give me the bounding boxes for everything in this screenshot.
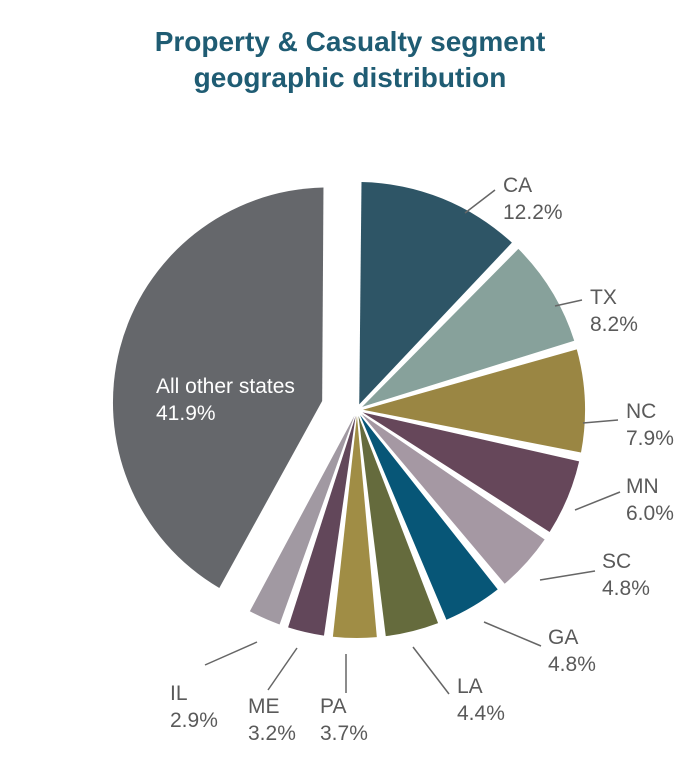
leader-line-nc — [582, 419, 619, 424]
chart-title-line-2: geographic distribution — [193, 62, 507, 93]
slice-value-tx: 8.2% — [590, 313, 638, 336]
slice-value-sc: 4.8% — [602, 577, 650, 600]
pie-slice-sc — [361, 414, 545, 584]
slice-value-il: 2.9% — [170, 709, 218, 732]
slice-value-all-other-states: 41.9% — [156, 402, 216, 425]
slice-label-pa: PA — [320, 695, 346, 718]
pie-slice-il — [249, 415, 355, 625]
slice-label-all-other-states: All other states — [156, 375, 295, 398]
pie-slice-pa — [332, 415, 377, 638]
chart-title: Property & Casualty segment geographic d… — [0, 24, 700, 96]
pie-slice-all-other-states — [112, 187, 324, 588]
pie-slice-me — [288, 415, 356, 636]
leader-line-sc — [539, 570, 596, 581]
slice-value-pa: 3.7% — [320, 722, 368, 745]
leader-line-tx — [554, 299, 583, 307]
chart-title-line-1: Property & Casualty segment — [154, 26, 546, 57]
leader-line-la — [412, 646, 450, 695]
leader-line-ca — [464, 189, 496, 214]
slice-value-nc: 7.9% — [626, 427, 674, 450]
slice-label-ga: GA — [548, 626, 578, 649]
slice-value-la: 4.4% — [457, 702, 505, 725]
pie-slice-mn — [362, 412, 580, 532]
slice-label-il: IL — [170, 682, 188, 705]
pie-slice-nc — [362, 349, 585, 453]
slice-label-me: ME — [248, 695, 280, 718]
pie-slice-la — [358, 415, 439, 637]
leader-line-ga — [483, 621, 542, 647]
slice-value-ca: 12.2% — [503, 201, 563, 224]
slice-value-me: 3.2% — [248, 722, 296, 745]
slice-label-sc: SC — [602, 550, 631, 573]
leader-line-me — [267, 647, 298, 691]
slice-label-la: LA — [457, 675, 483, 698]
slice-label-nc: NC — [626, 400, 656, 423]
leader-line-mn — [574, 491, 621, 511]
slice-value-ga: 4.8% — [548, 653, 596, 676]
leader-line-il — [204, 641, 258, 666]
slice-label-mn: MN — [626, 475, 659, 498]
pie-slice-ga — [360, 415, 498, 620]
pie-slice-ca — [359, 182, 512, 405]
slice-label-ca: CA — [503, 174, 532, 197]
pie-slice-tx — [362, 248, 575, 407]
slice-value-mn: 6.0% — [626, 502, 674, 525]
slice-label-tx: TX — [590, 286, 617, 309]
